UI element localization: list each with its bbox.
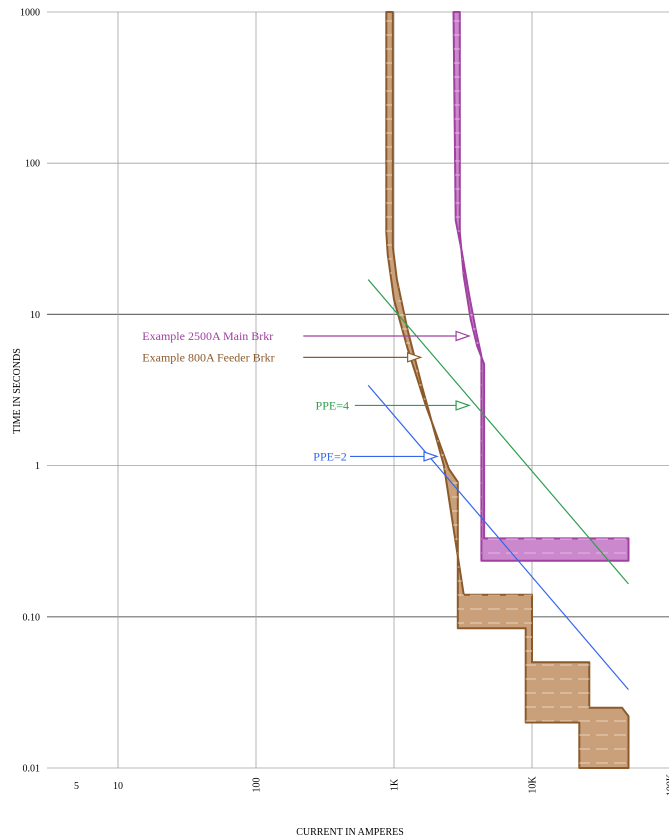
y-tick-label: 10 — [30, 310, 40, 321]
y-tick-label: 0.10 — [23, 612, 41, 623]
y-tick-label: 100 — [25, 159, 40, 170]
series-line-ppe-4 — [367, 279, 629, 585]
breaker-bands — [385, 11, 630, 769]
y-axis-title: TIME IN SECONDS — [12, 348, 23, 434]
y-tick-label: 0.01 — [23, 764, 41, 775]
x-tick-label: 1K — [390, 778, 401, 791]
grid — [47, 11, 669, 769]
x-tick-label: 100K — [666, 773, 669, 796]
band-hatch-example-800a-feeder-brkr — [386, 12, 629, 768]
ppe-lines — [367, 279, 629, 690]
annotation-arrow-head — [407, 351, 423, 363]
x-tick-label: 10 — [113, 781, 123, 792]
annotation-label-example-800a-feeder-brkr: Example 800A Feeder Brkr — [142, 350, 274, 364]
annotation-label-example-2500a-main-brkr: Example 2500A Main Brkr — [142, 329, 273, 343]
x-tick-label: 10K — [528, 776, 539, 794]
annotation-arrow-head — [455, 400, 471, 411]
band-example-2500a-main-brkr — [452, 11, 630, 562]
annotation-arrow-head — [455, 330, 471, 342]
y-axis-ticks: 1000 100 10 1 0.10 0.01 — [20, 8, 40, 775]
x-axis-title: CURRENT IN AMPERES — [296, 827, 404, 838]
x-tick-label: 100 — [252, 778, 263, 793]
annotations: Example 2500A Main Brkr Example 800A Feed… — [142, 329, 471, 463]
series-line-ppe-2 — [367, 384, 629, 690]
band-hatch-example-2500a-main-brkr — [453, 12, 629, 561]
annotation-label-ppe-4: PPE=4 — [316, 398, 349, 412]
x-tick-label: 5 — [74, 781, 79, 792]
y-tick-label: 1 — [35, 461, 40, 472]
y-tick-label: 1000 — [20, 8, 40, 19]
annotation-label-ppe-2: PPE=2 — [313, 449, 346, 463]
x-axis-ticks: 5 10 100 1K 10K 100K — [74, 773, 669, 796]
annotation-arrow-head — [423, 451, 439, 462]
